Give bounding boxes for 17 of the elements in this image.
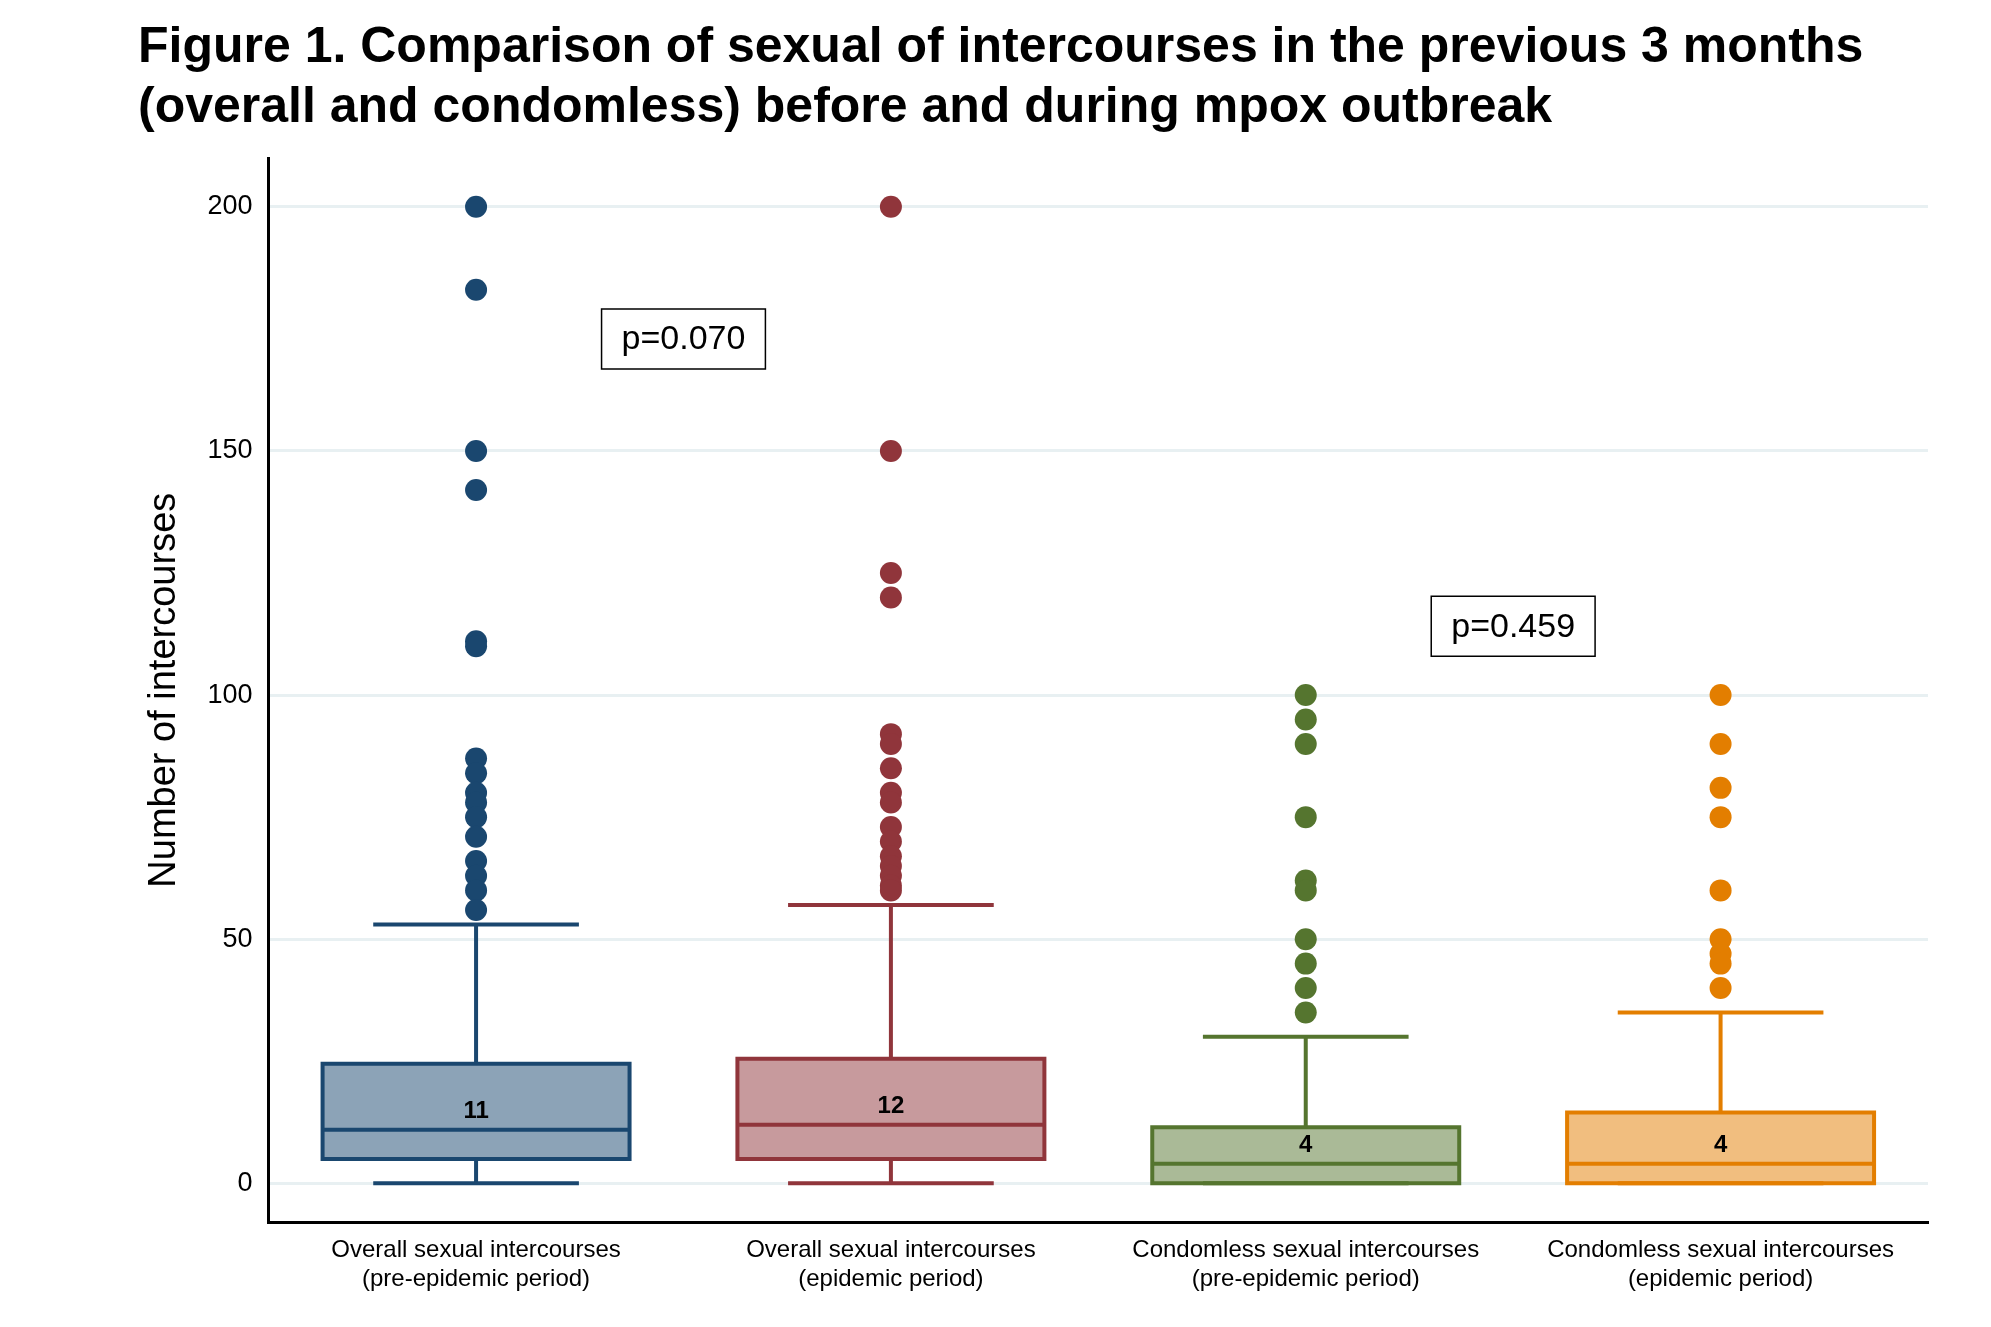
x-tick-label: Overall sexual intercourses (pre-epidemic period) (331, 1235, 621, 1292)
x-tick-label: Condomless sexual intercourses (pre-epidemic period) (1132, 1235, 1480, 1292)
y-tick-label: 200 (207, 190, 253, 221)
text: 4 (1713, 1130, 1728, 1158)
annotation: p=0.459 (1451, 605, 1576, 644)
x-tick-label: Overall sexual intercourses (epidemic period) (746, 1235, 1036, 1292)
y-tick-label: 0 (237, 1166, 253, 1197)
text: 12 (877, 1091, 905, 1119)
chart-title: Figure 1. Comparison of sexual of intercourses in the previous 3 months (overall and condomless) before and during mpox outbreak (138, 16, 1864, 133)
y-tick-label: 50 (222, 922, 253, 953)
y-axis-title: Number of intercourses (141, 492, 184, 888)
text: 11 (463, 1096, 489, 1124)
x-tick-label: Condomless sexual intercourses (epidemic period) (1547, 1235, 1894, 1292)
y-tick-label: 150 (207, 434, 253, 465)
annotation: p=0.070 (621, 318, 746, 357)
y-tick-label: 100 (207, 678, 253, 709)
text: 4 (1299, 1130, 1313, 1158)
